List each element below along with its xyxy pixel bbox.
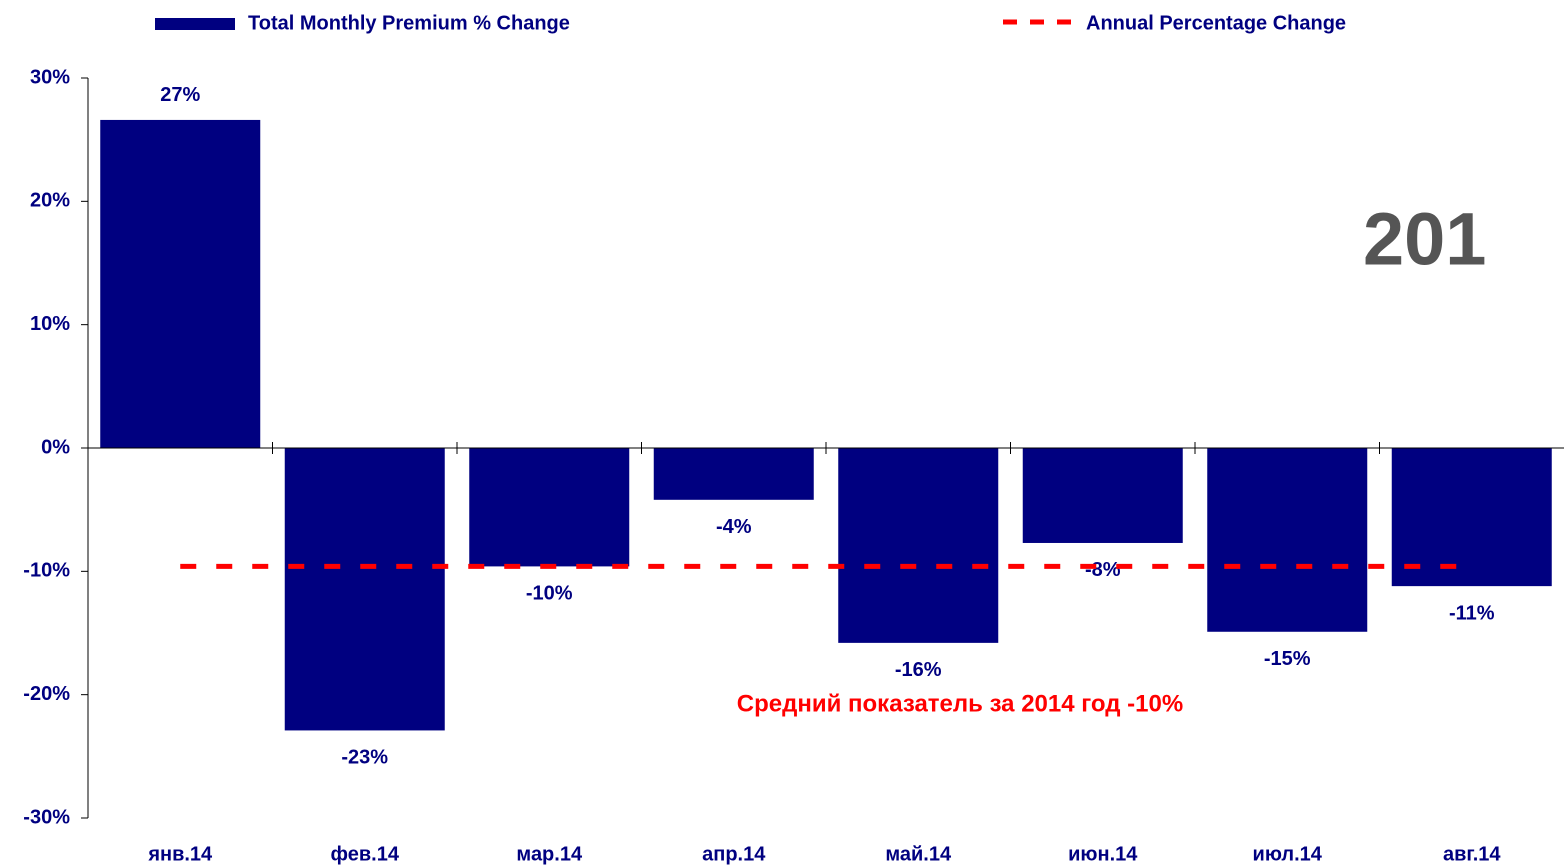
bar xyxy=(1022,448,1183,543)
x-tick-label: июл.14 xyxy=(1253,843,1323,865)
data-label: -16% xyxy=(895,659,942,681)
y-tick-label: -10% xyxy=(23,560,70,582)
bar xyxy=(1391,448,1552,587)
x-tick-label: май.14 xyxy=(885,843,952,865)
bar xyxy=(284,448,445,731)
y-tick-label: -20% xyxy=(23,683,70,705)
data-label: -23% xyxy=(341,747,388,769)
y-tick-label: 10% xyxy=(30,313,70,335)
y-tick-label: 20% xyxy=(30,190,70,212)
x-tick-label: мар.14 xyxy=(516,843,583,865)
bar xyxy=(469,448,630,567)
y-tick-label: -30% xyxy=(23,806,70,828)
data-label: -4% xyxy=(716,516,752,538)
data-label: -8% xyxy=(1085,559,1121,581)
legend-label: Total Monthly Premium % Change xyxy=(248,12,570,34)
data-label: 27% xyxy=(160,84,200,106)
data-label: -15% xyxy=(1264,648,1311,670)
y-tick-label: 30% xyxy=(30,66,70,88)
y-tick-label: 0% xyxy=(41,436,70,458)
bar xyxy=(100,119,261,448)
bar xyxy=(838,448,999,643)
legend-swatch-bar xyxy=(155,18,235,30)
data-label: -11% xyxy=(1449,602,1495,624)
legend-label: Annual Percentage Change xyxy=(1086,12,1346,34)
data-label: -10% xyxy=(526,583,573,605)
bar xyxy=(653,448,814,500)
x-tick-label: авг.14 xyxy=(1443,843,1501,865)
annotation: 201 xyxy=(1363,198,1486,281)
x-tick-label: янв.14 xyxy=(147,843,213,865)
bar xyxy=(1207,448,1368,632)
annotation: Средний показатель за 2014 год -10% xyxy=(737,690,1183,717)
x-tick-label: апр.14 xyxy=(702,843,766,865)
x-tick-label: фев.14 xyxy=(331,843,400,865)
x-tick-label: июн.14 xyxy=(1068,843,1138,865)
